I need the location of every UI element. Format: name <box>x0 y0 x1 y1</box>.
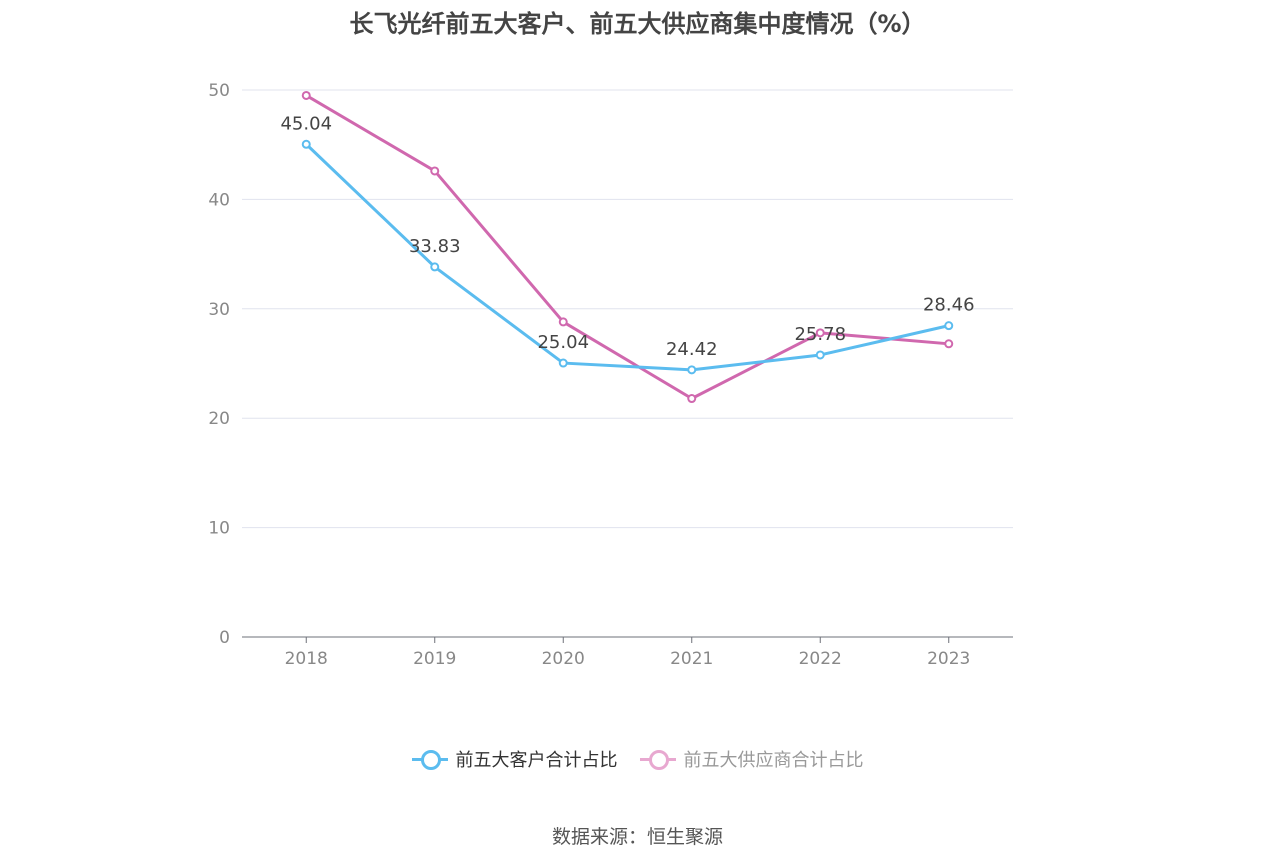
legend-customers-label: 前五大客户合计占比 <box>455 750 618 771</box>
legend-item-customers[interactable]: 前五大客户合计占比 <box>411 746 618 772</box>
data-label: 25.78 <box>794 324 846 345</box>
data-point-customers <box>301 139 311 149</box>
data-point-customers <box>815 350 825 360</box>
y-tick-label: 20 <box>208 409 230 429</box>
data-point-suppliers <box>687 394 697 404</box>
chart-legend: 前五大客户合计占比 前五大供应商合计占比 <box>0 746 1275 772</box>
data-label: 45.04 <box>280 113 332 134</box>
data-source-note: 数据来源：恒生聚源 <box>551 826 723 848</box>
series-line-suppliers <box>305 94 949 401</box>
data-label: 33.83 <box>409 236 461 257</box>
x-tick-label: 2022 <box>799 649 842 669</box>
data-label: 25.04 <box>537 332 589 353</box>
series-line-customers <box>305 143 950 372</box>
data-label: 24.42 <box>666 339 718 360</box>
data-point-customers <box>430 262 440 272</box>
data-point-customers <box>687 365 697 375</box>
x-tick-label: 2018 <box>285 649 328 669</box>
legend-suppliers-label: 前五大供应商合计占比 <box>683 750 864 771</box>
y-tick-label: 40 <box>208 190 230 210</box>
data-point-suppliers <box>430 166 440 176</box>
y-tick-label: 50 <box>208 81 230 101</box>
legend-customers-marker-icon <box>411 749 448 770</box>
data-point-suppliers <box>558 317 568 327</box>
data-label: 28.46 <box>923 295 975 316</box>
y-tick-label: 30 <box>208 300 230 320</box>
y-tick-label: 0 <box>219 628 230 648</box>
x-tick-label: 2023 <box>927 649 970 669</box>
legend-suppliers-marker-icon <box>639 749 676 770</box>
data-point-customers <box>944 321 954 331</box>
data-point-suppliers <box>815 328 825 338</box>
data-point-customers <box>558 358 568 368</box>
x-tick-label: 2021 <box>670 649 713 669</box>
y-tick-label: 10 <box>208 519 230 539</box>
data-point-suppliers <box>944 339 954 349</box>
x-tick-label: 2019 <box>413 649 456 669</box>
x-tick-label: 2020 <box>542 649 585 669</box>
chart-title: 长飞光纤前五大客户、前五大供应商集中度情况（%） <box>349 10 926 38</box>
data-point-suppliers <box>301 90 311 100</box>
legend-item-suppliers[interactable]: 前五大供应商合计占比 <box>639 746 864 772</box>
